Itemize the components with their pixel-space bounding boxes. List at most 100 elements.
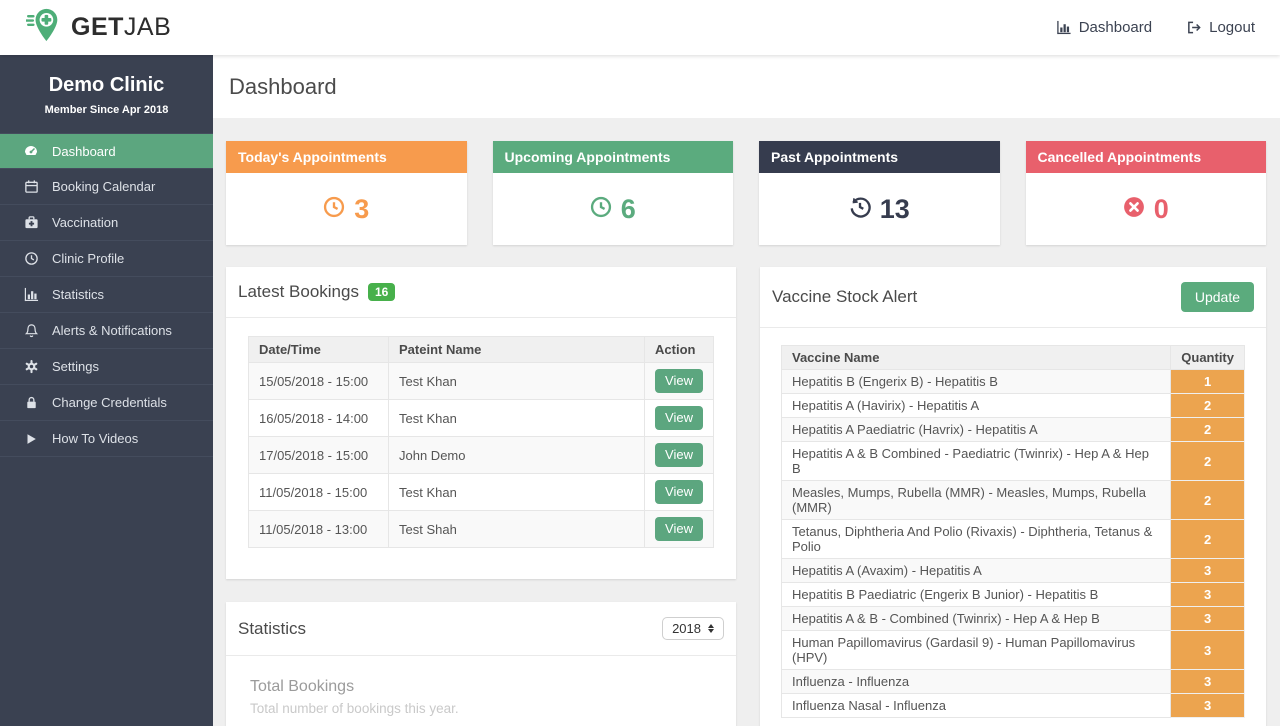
bookings-table: Date/Time Pateint Name Action 15/05/2018… (248, 336, 714, 548)
column-header-patient: Pateint Name (387, 336, 646, 363)
year-select[interactable]: 2018 (662, 617, 724, 640)
nav-logout-link[interactable]: Logout (1186, 19, 1255, 36)
quantity-cell: 2 (1170, 393, 1245, 418)
history-icon (849, 196, 871, 223)
quantity-cell: 3 (1170, 606, 1245, 631)
view-button[interactable]: View (655, 443, 703, 467)
sidebar-item-settings[interactable]: Settings (0, 349, 213, 385)
view-button[interactable]: View (655, 369, 703, 393)
booking-patient: Test Shah (387, 510, 646, 548)
chevron-updown-icon (708, 624, 714, 633)
clock-icon (323, 196, 345, 223)
vaccine-name: Human Papillomavirus (Gardasil 9) - Huma… (780, 630, 1172, 670)
sidebar-item-how-to-videos[interactable]: How To Videos (0, 421, 213, 457)
vaccine-stock-panel: Vaccine Stock Alert Update Vaccine Name … (760, 267, 1266, 726)
update-button[interactable]: Update (1180, 282, 1254, 312)
stat-card-title: Cancelled Appointments (1025, 141, 1266, 173)
sidebar-item-dashboard[interactable]: Dashboard (0, 133, 213, 169)
sidebar-item-label: How To Videos (52, 431, 139, 446)
column-header-quantity: Quantity (1170, 345, 1245, 370)
table-row: Influenza Nasal - Influenza 3 (780, 693, 1245, 718)
sidebar-item-booking-calendar[interactable]: Booking Calendar (0, 169, 213, 205)
brand-logo[interactable]: GETJAB (25, 7, 172, 48)
stat-card-title: Today's Appointments (226, 141, 467, 173)
view-button[interactable]: View (655, 480, 703, 504)
chart-bar-icon (23, 287, 39, 303)
table-row: Measles, Mumps, Rubella (MMR) - Measles,… (780, 480, 1245, 520)
nav-logout-label: Logout (1209, 19, 1255, 36)
topnav: Dashboard Logout (1056, 19, 1255, 36)
vaccine-name: Hepatitis B (Engerix B) - Hepatitis B (780, 369, 1172, 394)
chart-title: Total Bookings (250, 678, 355, 695)
vaccine-name: Hepatitis A Paediatric (Havrix) - Hepati… (780, 417, 1172, 442)
sidebar-item-clinic-profile[interactable]: Clinic Profile (0, 241, 213, 277)
booking-datetime: 15/05/2018 - 15:00 (248, 362, 389, 400)
statistics-title: Statistics (238, 618, 307, 638)
page-title-band: Dashboard (213, 55, 1280, 118)
stat-card-todays-appointments: Today's Appointments 3 (226, 141, 467, 245)
vaccine-name: Hepatitis A (Havirix) - Hepatitis A (780, 393, 1172, 418)
vaccine-name: Hepatitis A & B - Combined (Twinrix) - H… (780, 606, 1172, 631)
topbar: GETJAB Dashboard (0, 0, 1280, 55)
gear-icon (23, 359, 39, 375)
vaccine-name: Influenza - Influenza (780, 669, 1172, 694)
quantity-cell: 2 (1170, 519, 1245, 559)
vaccine-name: Hepatitis A (Avaxim) - Hepatitis A (780, 558, 1172, 583)
getjab-pin-icon (25, 7, 64, 48)
view-button[interactable]: View (655, 517, 703, 541)
table-row: Hepatitis A Paediatric (Havrix) - Hepati… (780, 417, 1245, 442)
quantity-cell: 3 (1170, 630, 1245, 670)
booking-patient: Test Khan (387, 473, 646, 511)
quantity-cell: 3 (1170, 669, 1245, 694)
quantity-cell: 2 (1170, 480, 1245, 520)
stat-card-value: 13 (879, 193, 910, 224)
table-row: Hepatitis B Paediatric (Engerix B Junior… (780, 582, 1245, 607)
clock-icon (23, 251, 39, 267)
stat-card-value: 6 (620, 193, 636, 224)
stat-card-past-appointments: Past Appointments 13 (759, 141, 1000, 245)
vaccine-name: Influenza Nasal - Influenza (780, 693, 1172, 718)
latest-bookings-panel: Latest Bookings 16 Date/Time Pateint Nam… (226, 267, 736, 579)
statistics-panel: Statistics 2018 Total Bookings Total num… (226, 602, 736, 726)
booking-datetime: 11/05/2018 - 13:00 (248, 510, 389, 548)
vaccine-name: Measles, Mumps, Rubella (MMR) - Measles,… (780, 480, 1172, 520)
column-header-datetime: Date/Time (248, 336, 389, 363)
nav-dashboard-link[interactable]: Dashboard (1056, 19, 1152, 36)
brand-text: GETJAB (71, 13, 172, 41)
quantity-cell: 2 (1170, 441, 1245, 481)
tachometer-icon (23, 143, 39, 159)
quantity-cell: 3 (1170, 558, 1245, 583)
member-since: Member Since Apr 2018 (44, 104, 169, 116)
stat-card-cancelled-appointments: Cancelled Appointments 0 (1025, 141, 1266, 245)
stat-card-value: 3 (354, 193, 370, 224)
table-row: 11/05/2018 - 15:00 Test Khan View (248, 473, 714, 511)
sidebar-item-label: Alerts & Notifications (52, 323, 172, 338)
quantity-cell: 3 (1170, 582, 1245, 607)
table-row: Human Papillomavirus (Gardasil 9) - Huma… (780, 630, 1245, 670)
booking-patient: Test Khan (387, 399, 646, 437)
latest-bookings-title: Latest Bookings 16 (238, 282, 396, 302)
bookings-count-badge: 16 (367, 283, 396, 301)
sidebar-item-vaccination[interactable]: Vaccination (0, 205, 213, 241)
play-icon (23, 431, 39, 447)
vaccine-table: Vaccine Name Quantity Hepatitis B (Enger… (780, 345, 1245, 718)
chart-bar-icon (1056, 20, 1072, 35)
sidebar-item-change-credentials[interactable]: Change Credentials (0, 385, 213, 421)
table-row: 15/05/2018 - 15:00 Test Khan View (248, 362, 714, 400)
sidebar-item-label: Change Credentials (52, 395, 167, 410)
vaccine-name: Hepatitis B Paediatric (Engerix B Junior… (780, 582, 1172, 607)
stat-card-title: Past Appointments (759, 141, 1000, 173)
sidebar-item-statistics[interactable]: Statistics (0, 277, 213, 313)
chart-subtitle: Total number of bookings this year. (250, 701, 459, 716)
bell-icon (23, 323, 39, 339)
sidebar-item-alerts-notifications[interactable]: Alerts & Notifications (0, 313, 213, 349)
sidebar-menu: Dashboard Booking Calendar Vaccination C… (0, 133, 213, 457)
booking-patient: John Demo (387, 436, 646, 474)
vaccine-stock-title: Vaccine Stock Alert (772, 287, 918, 306)
column-header-action: Action (644, 336, 714, 363)
table-row: 11/05/2018 - 13:00 Test Shah View (248, 510, 714, 548)
page-title: Dashboard (229, 73, 337, 99)
table-row: Hepatitis A & B Combined - Paediatric (T… (780, 441, 1245, 481)
view-button[interactable]: View (655, 406, 703, 430)
